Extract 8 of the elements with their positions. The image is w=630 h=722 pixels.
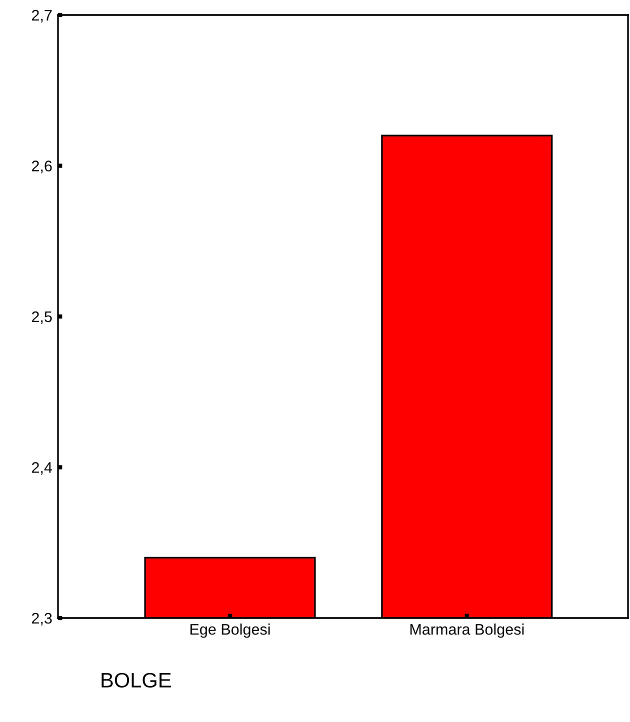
x-tick-label: Ege Bolgesi: [190, 624, 270, 638]
y-tick-label: 2,5: [32, 311, 52, 324]
x-tick-label: Marmara Bolgesi: [410, 624, 524, 638]
y-tick-label: 2,7: [32, 10, 52, 22]
y-tick-label: 2,3: [32, 612, 52, 626]
x-axis-title: BOLGE: [102, 672, 171, 688]
y-tick-label: 2,4: [32, 462, 52, 475]
y-tick-label: 2,6: [32, 160, 52, 174]
